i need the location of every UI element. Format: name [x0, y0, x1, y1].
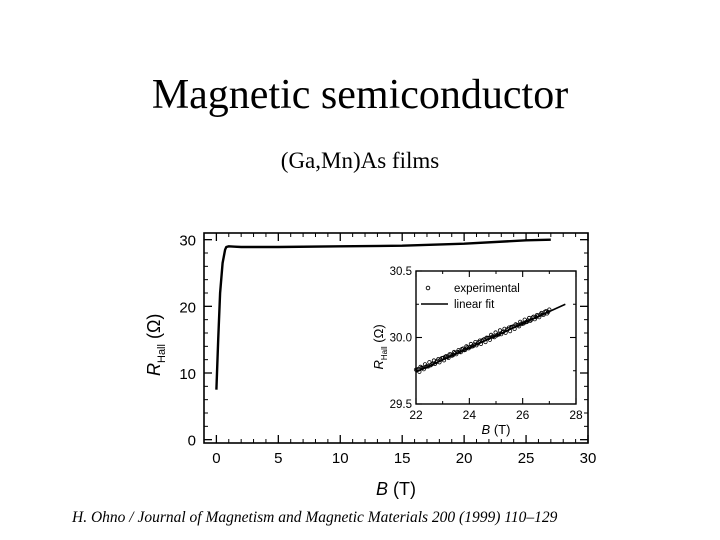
inset-y-tick-label: 30.0 [390, 333, 412, 345]
inset-x-tick-label: 24 [463, 408, 477, 422]
legend-linear-fit-label: linear fit [454, 299, 495, 311]
y-tick-label: 10 [179, 366, 196, 383]
inset-y-tick-label: 29.5 [390, 399, 412, 411]
inset-x-axis-label: B (T) [482, 422, 511, 437]
main-series-line [215, 238, 551, 390]
inset-y-tick-label: 30.5 [390, 266, 412, 278]
inset-linear-fit-line [415, 303, 566, 373]
citation: H. Ohno / Journal of Magnetism and Magne… [72, 509, 558, 526]
y-tick-label: 0 [188, 433, 196, 450]
y-axis-label: RHall (Ω) [144, 314, 168, 376]
inset-x-tick-label: 22 [409, 408, 423, 422]
inset-y-axis-label: RHall (Ω) [371, 324, 389, 369]
y-tick-label: 20 [179, 299, 196, 316]
x-tick-label: 25 [518, 450, 535, 467]
x-tick-label: 0 [212, 450, 220, 467]
x-tick-label: 5 [274, 450, 282, 467]
inset-x-tick-label: 28 [569, 408, 583, 422]
x-axis-label: B (T) [376, 479, 416, 499]
figure-caption: (Ga,Mn)As films [280, 148, 440, 173]
x-tick-label: 30 [580, 450, 597, 467]
x-tick-label: 15 [394, 450, 411, 467]
inset-experimental-point [418, 364, 423, 369]
slide-title: Magnetic semiconductor [151, 72, 569, 118]
legend-experimental-marker [425, 285, 431, 291]
y-tick-label: 30 [179, 233, 196, 250]
inset-x-tick-label: 26 [516, 408, 530, 422]
x-tick-label: 10 [332, 450, 349, 467]
legend-experimental-label: experimental [454, 283, 520, 295]
x-tick-label: 20 [456, 450, 473, 467]
main-plot-frame [203, 232, 589, 444]
